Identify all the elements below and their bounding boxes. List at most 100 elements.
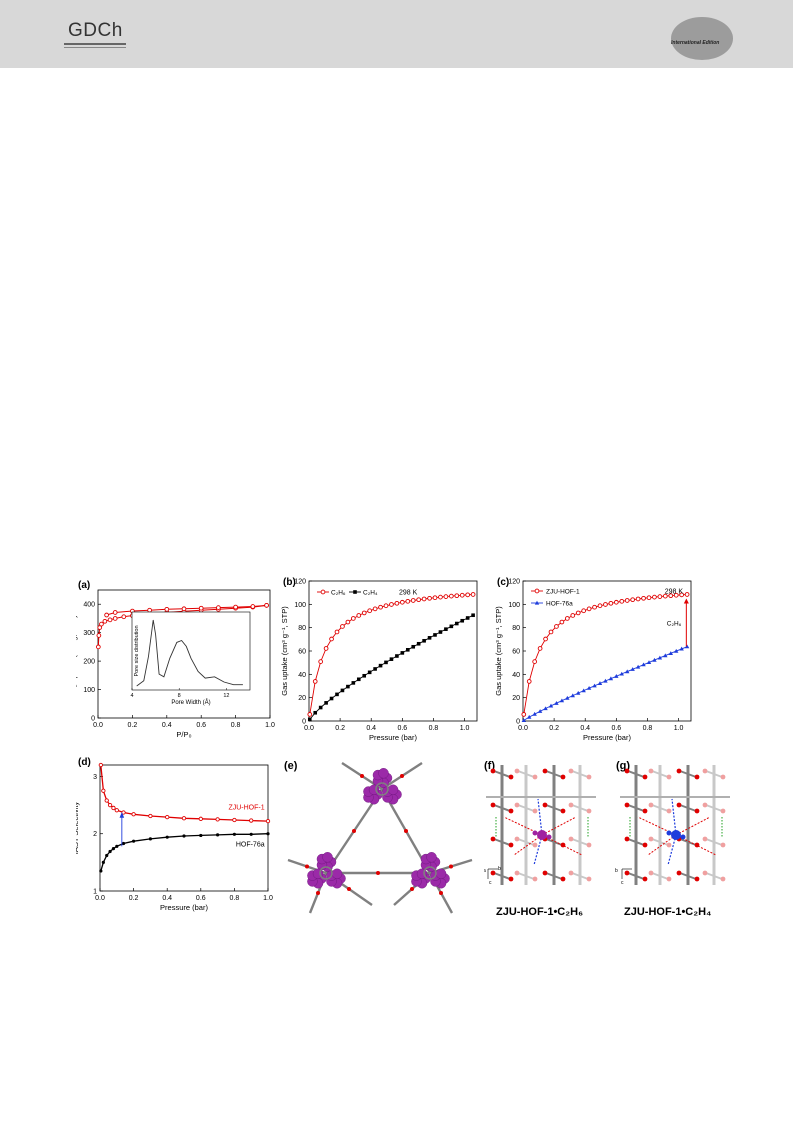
selectivity-point-1 [165,835,169,839]
series-point-0 [454,593,460,599]
y-tick-label: 400 [83,602,95,609]
series-point-1 [318,705,323,710]
x-tick-label: 0.4 [580,725,590,732]
isotherm-point-adsorption [121,614,127,620]
oxygen-atom [666,808,672,814]
series-point-0 [307,712,313,717]
oxygen-atom [560,876,566,882]
series-point-1 [646,660,652,664]
selectivity-point-1 [115,844,119,848]
series-point-1 [554,701,559,705]
oxygen-atom [352,829,356,833]
panel-label: (b) [283,577,296,588]
host-branch [651,872,669,880]
enhancement-arrow-head [119,811,125,818]
legend-marker-zju [534,588,540,594]
hbond-blue [537,798,543,836]
selectivity-point-1 [182,834,186,838]
series-point-0 [592,604,597,610]
series-point-0 [679,592,685,598]
y-tick-label: 100 [294,602,306,609]
chart-panel-d: 0.0 0.2 0.4 0.6 0.8 1.0 1 2 3 Pressure (bar) IAST … [76,757,273,912]
guest-molecule [537,830,547,840]
y-axis-label: Gas uptake (cm³ g⁻¹, STP) [281,606,289,696]
oxygen-atom [316,891,320,895]
series-point-1 [592,683,597,688]
series-point-0 [673,592,679,598]
series-point-1 [521,718,526,722]
oxygen-atom [404,829,408,833]
oxygen-atom [532,774,538,780]
y-tick-label: 60 [298,649,306,656]
series-point-0 [334,629,340,635]
caption-g: ZJU-HOF-1•C₂H₄ [624,906,711,918]
selectivity-point-1 [266,832,270,836]
series-point-0 [312,679,318,684]
oxygen-atom [642,876,648,882]
guest-atom [680,834,686,840]
series-point-1 [543,706,548,711]
isotherm-point-desorption [216,605,221,610]
structure-panel-g: (g) b c ZJU-HOF-1•C₂H₄ [615,760,730,918]
oxygen-atom [560,774,566,780]
legend-label-c2h4: C₂H₄ [363,590,378,597]
series-point-0 [684,592,690,597]
host-branch [571,804,589,812]
series-point-1 [329,696,334,701]
oxygen-atom [676,870,682,876]
selectivity-point-1 [132,839,136,843]
series-point-1 [378,663,383,668]
series-point-1 [405,648,410,652]
oxygen-atom [666,876,672,882]
x-tick-label: 0.2 [335,725,345,732]
series-point-1 [635,664,641,669]
series-point-0 [537,646,543,651]
axis-marker-a: a [484,868,486,874]
series-point-1 [465,616,470,620]
oxygen-atom [400,774,404,778]
series-point-0 [372,606,378,612]
series-point-0 [470,592,476,597]
series-point-0 [389,602,394,607]
selectivity-point-1 [148,837,152,841]
isotherm-point-adsorption [96,633,102,638]
selectivity-line-0 [100,764,269,822]
series-line-1 [523,646,688,721]
selectivity-point-1 [111,847,116,851]
caption-f: ZJU-HOF-1•C₂H₆ [496,906,583,918]
inset-x-tick-label: 8 [178,693,181,699]
hbond-blue [533,834,543,866]
series-point-0 [410,598,416,603]
panel-label-e: (e) [284,760,298,772]
pore-size-curve [136,619,243,687]
host-branch [705,770,723,778]
series-label-hof: HOF-76a [236,841,265,848]
y-tick-label: 0 [516,719,520,726]
legend-marker-c2h4 [353,590,357,594]
series-point-1 [346,684,350,689]
x-tick-label: 1.0 [674,725,684,732]
series-point-1 [416,641,421,646]
series-point-1 [559,698,565,703]
x-tick-label: 0.0 [95,895,105,902]
x-tick-label: 0.2 [549,725,559,732]
guest-molecule-sphere [426,852,437,863]
series-point-0 [459,592,465,598]
panel-label: (d) [78,757,91,768]
arrow-label: C₂H₆ [667,620,682,627]
series-point-1 [362,673,367,678]
series-point-0 [323,646,329,651]
inset-frame [131,611,251,691]
host-branch [517,872,535,880]
selectivity-point-0 [104,798,109,803]
oxygen-atom [586,808,592,814]
series-point-1 [307,717,312,722]
guest-molecule [671,830,681,840]
series-point-0 [597,603,603,609]
inset-y-axis-label: Pore size distribution [134,625,140,676]
edition-seal [671,17,733,60]
series-point-0 [581,608,587,614]
series-point-0 [345,619,351,625]
series-point-0 [641,595,646,601]
series-point-0 [521,712,527,717]
